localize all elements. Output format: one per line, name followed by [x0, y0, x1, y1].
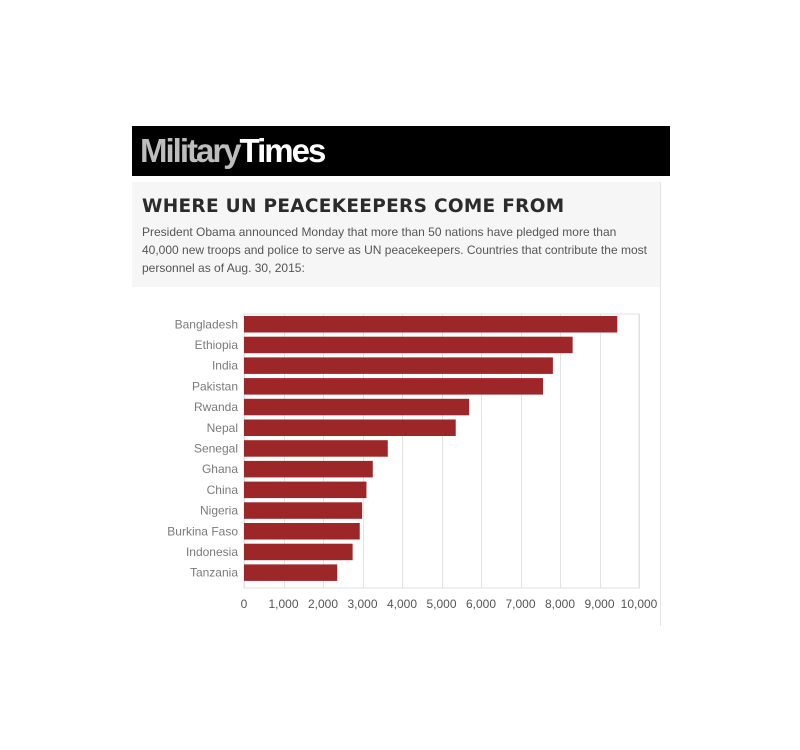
bar[interactable] — [244, 564, 338, 581]
category-label: Bangladesh — [175, 317, 238, 331]
x-tick-label: 1,000 — [268, 597, 298, 611]
chart-title: WHERE UN PEACEKEEPERS COME FROM — [142, 196, 565, 217]
military-times-logo[interactable]: MilitaryTimes — [140, 131, 327, 171]
bar[interactable] — [244, 481, 367, 499]
category-label: Ethiopia — [195, 338, 239, 352]
category-label: Senegal — [194, 441, 238, 455]
x-tick-label: 7,000 — [505, 597, 535, 611]
category-label: Burkina Faso — [167, 524, 238, 538]
x-tick-label: 0 — [241, 597, 248, 611]
intro-panel: WHERE UN PEACEKEEPERS COME FROM Presiden… — [132, 182, 660, 287]
bar[interactable] — [244, 440, 388, 457]
masthead: MilitaryTimes — [132, 126, 670, 176]
category-label: Nigeria — [200, 504, 238, 518]
panel-divider — [660, 182, 661, 626]
x-tick-label: 10,000 — [621, 597, 658, 611]
x-tick-label: 9,000 — [584, 597, 614, 611]
category-label: Ghana — [202, 462, 238, 476]
logo-part-times: Times — [239, 132, 327, 169]
category-label: India — [212, 359, 238, 373]
category-label: Nepal — [207, 421, 238, 435]
bar[interactable] — [244, 502, 363, 519]
x-tick-label: 4,000 — [387, 597, 417, 611]
category-label: Pakistan — [192, 379, 238, 393]
category-label: Indonesia — [186, 545, 238, 559]
x-tick-label: 2,000 — [308, 597, 338, 611]
x-tick-label: 5,000 — [426, 597, 456, 611]
bar[interactable] — [244, 543, 353, 561]
x-tick-label: 3,000 — [347, 597, 377, 611]
chart-description: President Obama announced Monday that mo… — [142, 225, 647, 275]
bar[interactable] — [244, 336, 573, 354]
bar[interactable] — [244, 378, 544, 395]
bar[interactable] — [244, 316, 618, 333]
bar[interactable] — [244, 357, 553, 374]
x-tick-label: 6,000 — [466, 597, 496, 611]
x-tick-label: 8,000 — [545, 597, 575, 611]
category-label: Tanzania — [190, 566, 238, 580]
infographic-card: MilitaryTimes WHERE UN PEACEKEEPERS COME… — [132, 126, 670, 626]
logo-part-military: Military — [140, 132, 242, 169]
category-label: China — [207, 483, 239, 497]
bar[interactable] — [244, 460, 373, 478]
bar[interactable] — [244, 523, 360, 540]
bar[interactable] — [244, 398, 470, 416]
category-label: Rwanda — [194, 400, 238, 414]
bar[interactable] — [244, 419, 456, 437]
